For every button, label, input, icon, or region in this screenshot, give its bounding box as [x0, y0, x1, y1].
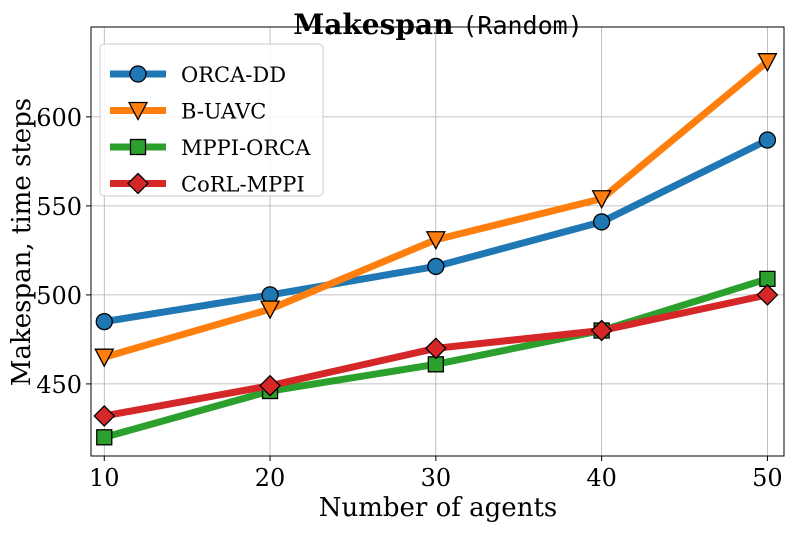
x-tick-label: 30	[421, 464, 452, 492]
legend-frame	[99, 43, 324, 197]
x-tick-label: 20	[255, 464, 286, 492]
data-point-orca-dd	[592, 213, 611, 231]
series-orca-dd	[95, 131, 777, 331]
data-point-corl-mppi	[259, 374, 281, 397]
data-point-orca-dd	[758, 131, 777, 149]
legend-label-mppi-orca: MPPI-ORCA	[181, 136, 311, 160]
data-point-corl-mppi	[424, 337, 447, 360]
y-axis-label: Makespan, time steps	[7, 98, 37, 386]
data-point-orca-dd	[427, 257, 445, 276]
y-tick-label: 500	[36, 282, 82, 310]
data-point-b-uavc	[591, 190, 612, 210]
x-tick-label: 50	[752, 464, 783, 492]
legend-marker-orca-dd	[129, 65, 147, 83]
x-tick-label: 10	[89, 464, 120, 492]
data-point-b-uavc	[757, 53, 778, 73]
plot-frame	[90, 26, 785, 457]
legend-label-orca-dd: ORCA-DD	[181, 63, 286, 87]
data-point-corl-mppi	[756, 283, 779, 306]
data-point-orca-dd	[95, 312, 113, 331]
legend-label-corl-mppi: CoRL-MPPI	[181, 173, 305, 197]
x-axis-label: Number of agents	[319, 493, 557, 523]
data-point-mppi-orca	[96, 429, 113, 446]
data-point-corl-mppi	[93, 405, 116, 427]
data-point-b-uavc	[259, 300, 281, 320]
y-tick-label: 450	[36, 371, 82, 399]
data-point-b-uavc	[94, 348, 115, 368]
series-corl-mppi	[93, 283, 779, 427]
y-tick-label: 550	[36, 193, 82, 221]
legend: ORCA-DD B-UAVC MPPI-ORCA CoRL-MPPI	[99, 43, 324, 197]
x-tick-label: 40	[586, 464, 617, 492]
chart-title: Makespan (Random)	[293, 8, 583, 41]
legend-marker-b-uavc	[127, 101, 149, 121]
legend-marker-corl-mppi	[127, 172, 149, 195]
y-tick-label: 600	[36, 104, 82, 132]
data-point-b-uavc	[425, 231, 446, 251]
data-point-corl-mppi	[590, 319, 613, 342]
legend-label-b-uavc: B-UAVC	[181, 100, 266, 124]
legend-marker-mppi-orca	[129, 138, 147, 156]
series-b-uavc	[94, 53, 778, 368]
